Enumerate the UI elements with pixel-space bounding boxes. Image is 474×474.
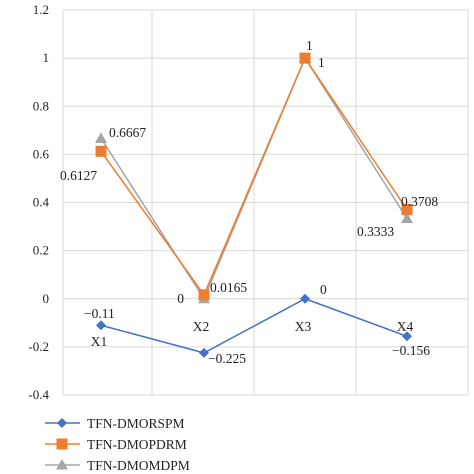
data-point xyxy=(95,145,107,157)
legend-label: TFN-DMOMDPM xyxy=(87,458,190,473)
data-point xyxy=(300,293,310,304)
category-label: X2 xyxy=(193,319,210,334)
gridlines xyxy=(62,9,469,396)
category-label: X3 xyxy=(295,319,312,334)
data-label: 0.3708 xyxy=(401,194,438,209)
data-label: −0.11 xyxy=(84,306,115,321)
data-label: 0.0165 xyxy=(210,280,247,295)
data-point xyxy=(96,320,106,331)
data-label: −0.225 xyxy=(208,351,246,366)
data-point xyxy=(401,212,413,224)
category-label: X4 xyxy=(397,319,414,334)
series-line xyxy=(100,297,408,354)
legend-marker xyxy=(56,459,68,470)
y-tick-label: 0.8 xyxy=(33,98,49,113)
category-labels: X1 X2 X3 X4 xyxy=(91,319,414,349)
data-point xyxy=(401,204,413,216)
y-axis-ticks: -0.4 -0.2 0 0.2 0.4 0.6 0.8 1 1.2 xyxy=(28,2,49,402)
data-labels: −0.11 −0.225 0 −0.156 0.6127 0.0165 1 0.3708 0.6… xyxy=(60,38,438,366)
data-point xyxy=(198,289,210,301)
data-label: −0.156 xyxy=(392,343,430,358)
data-point xyxy=(199,347,209,358)
y-tick-label: 0.4 xyxy=(33,195,50,210)
data-label: 0.6127 xyxy=(60,168,97,183)
series-line xyxy=(100,56,408,297)
data-label: 0.6667 xyxy=(109,125,146,140)
y-tick-label: -0.2 xyxy=(28,339,49,354)
series-group xyxy=(95,52,413,358)
y-tick-label: 1.2 xyxy=(33,2,49,17)
data-label: 0.3333 xyxy=(357,224,394,239)
data-label: 1 xyxy=(318,55,325,70)
y-tick-label: 0.2 xyxy=(33,243,49,258)
legend-marker xyxy=(56,438,68,450)
y-tick-label: -0.4 xyxy=(28,387,49,402)
series-line xyxy=(100,56,408,301)
data-label: 0 xyxy=(320,282,327,297)
legend-marker xyxy=(57,418,67,428)
legend-label: TFN-DMOPDRM xyxy=(87,437,187,452)
data-point xyxy=(95,132,107,143)
data-label: 0 xyxy=(177,291,184,306)
legend: TFN-DMORSPM TFN-DMOPDRM TFN-DMOMDPM xyxy=(45,416,190,473)
y-tick-label: 0.6 xyxy=(33,146,50,161)
data-point xyxy=(299,52,311,64)
y-tick-label: 1 xyxy=(43,50,50,65)
y-tick-label: 0 xyxy=(43,291,50,306)
data-label: 1 xyxy=(306,38,313,53)
data-point xyxy=(402,331,412,342)
legend-label: TFN-DMORSPM xyxy=(87,416,185,431)
category-label: X1 xyxy=(91,334,108,349)
